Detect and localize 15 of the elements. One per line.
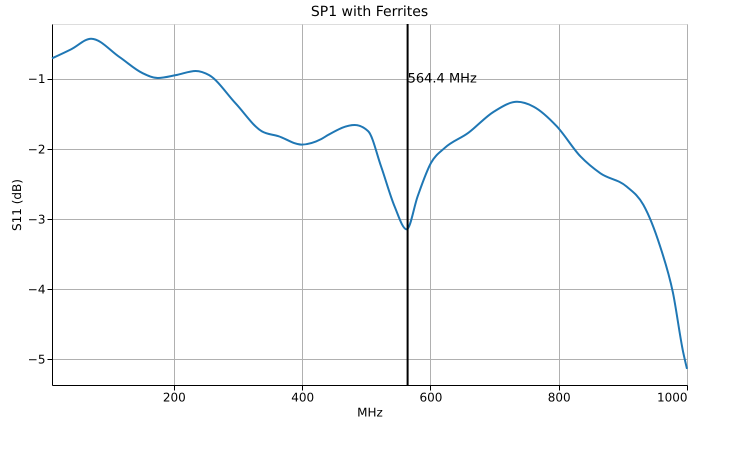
y-tick-label: −5 xyxy=(28,352,46,367)
x-tick-label: 400 xyxy=(291,390,314,404)
annotation: 564.4 MHz xyxy=(408,72,477,87)
y-tick-label: −4 xyxy=(28,282,46,296)
y-tick-label: −3 xyxy=(28,212,46,226)
line-series xyxy=(51,38,688,370)
y-tick-label: −2 xyxy=(28,142,46,156)
x-axis-title: MHz xyxy=(357,406,383,420)
chart-title: SP1 with Ferrites xyxy=(310,4,428,20)
x-tick-label: 600 xyxy=(419,390,442,404)
y-axis-title: S11 (dB) xyxy=(10,179,24,231)
x-tick-label: 800 xyxy=(548,390,571,404)
x-tick-label: 200 xyxy=(162,390,186,404)
x-tick-label: 1000 xyxy=(656,390,688,404)
y-tick-label: −1 xyxy=(28,72,46,86)
